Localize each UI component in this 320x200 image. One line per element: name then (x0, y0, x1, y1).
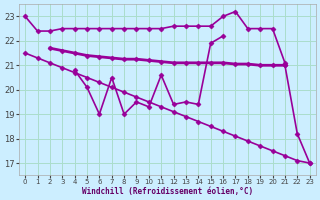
X-axis label: Windchill (Refroidissement éolien,°C): Windchill (Refroidissement éolien,°C) (82, 187, 253, 196)
